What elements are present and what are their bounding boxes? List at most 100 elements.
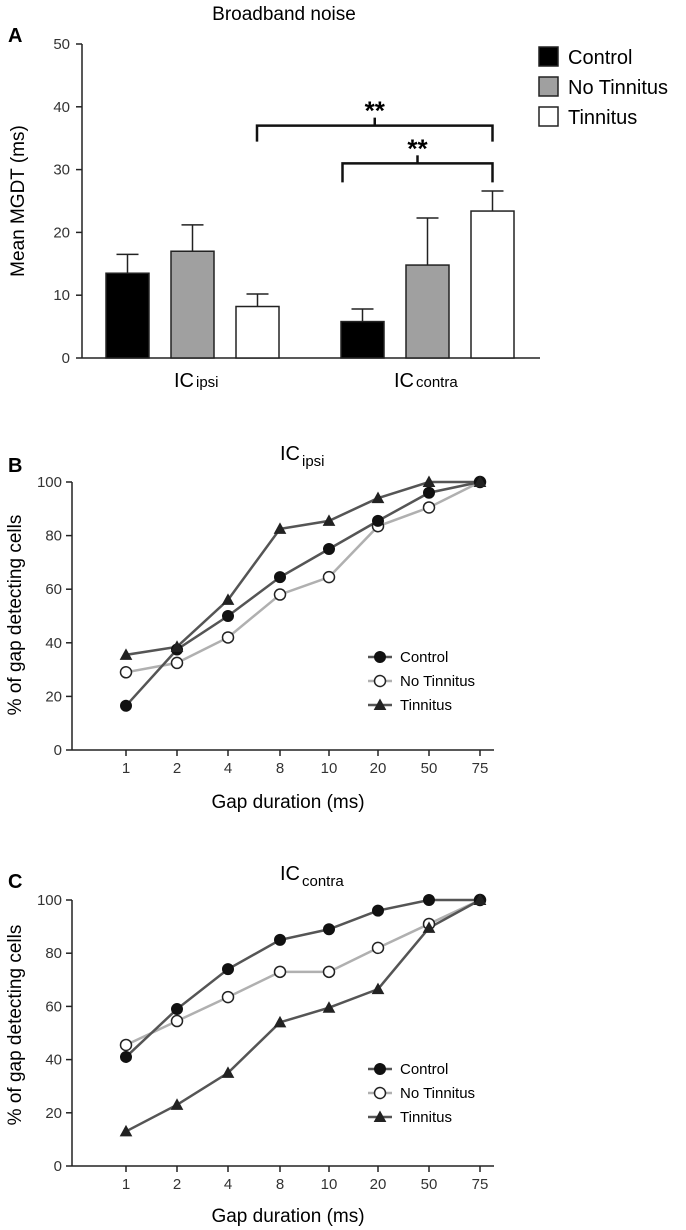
x-tick-label: 10 — [321, 1176, 338, 1193]
group-label-ic-ipsi-sub: ipsi — [196, 374, 219, 391]
legend-label: No Tinnitus — [400, 673, 475, 690]
bar — [340, 320, 385, 359]
data-point — [273, 1015, 287, 1028]
y-tick-label: 0 — [54, 1158, 62, 1175]
legend-marker — [373, 674, 387, 688]
chart-title-b-base: IC — [280, 443, 300, 465]
chart-title-c-base: IC — [280, 863, 300, 885]
group-label-ic-ipsi-base: IC — [174, 370, 194, 392]
x-tick-label: 50 — [421, 1176, 438, 1193]
panel-letter-c: C — [8, 871, 22, 893]
data-point — [119, 666, 133, 679]
data-point — [222, 963, 234, 976]
panel-c: C IC contra % of gap detecting cells Gap… — [5, 863, 494, 1227]
data-point — [120, 1050, 132, 1063]
bar — [105, 272, 150, 359]
series-line — [125, 480, 481, 674]
significance-label: ** — [407, 133, 428, 163]
data-point — [371, 941, 385, 955]
y-tick-label: 40 — [45, 635, 62, 652]
series-line — [125, 480, 480, 657]
data-point — [322, 570, 336, 584]
x-tick-label: 10 — [321, 760, 338, 777]
data-point — [323, 923, 335, 936]
series-line — [125, 898, 481, 1133]
data-point — [372, 514, 384, 527]
data-point — [273, 965, 287, 979]
x-tick-label: 75 — [472, 1176, 489, 1193]
series-line — [125, 480, 481, 707]
plot-area-c: 0 20 40 60 80 100 1 2 4 8 10 20 50 75 Control No Tinnit… — [37, 892, 488, 1193]
data-point — [273, 522, 287, 534]
panel-letter-a: A — [8, 25, 22, 47]
y-tick-label: 60 — [45, 998, 62, 1015]
data-point — [170, 1014, 184, 1028]
data-point — [274, 571, 286, 584]
legend-marker — [373, 1086, 387, 1100]
bar — [170, 250, 215, 359]
y-tick-group-a: 0 10 20 30 40 50 — [53, 36, 82, 367]
y-tick-label-a: 10 — [53, 287, 70, 304]
data-point — [221, 990, 235, 1004]
x-tick-label: 20 — [370, 1176, 387, 1193]
significance-bracket — [255, 124, 494, 142]
data-point — [170, 640, 184, 652]
significance-label: ** — [365, 96, 386, 126]
x-axis-label-b: Gap duration (ms) — [211, 792, 364, 813]
y-tick-label: 100 — [37, 474, 62, 491]
legend-swatch — [538, 46, 559, 67]
legend-marker — [373, 1110, 387, 1122]
y-tick-label: 20 — [45, 688, 62, 705]
data-point — [273, 588, 287, 601]
series-line — [125, 898, 480, 1058]
x-tick-label: 1 — [122, 760, 130, 777]
data-point — [221, 593, 235, 605]
bar — [235, 305, 280, 359]
series-line — [125, 898, 481, 1047]
y-axis-label-b: % of gap detecting cells — [5, 515, 26, 716]
x-tick-label: 8 — [276, 1176, 284, 1193]
data-point — [322, 514, 336, 526]
data-point — [473, 893, 487, 905]
x-tick-label: 75 — [472, 760, 489, 777]
data-point — [322, 965, 336, 979]
data-point — [222, 610, 234, 622]
legend-marker — [373, 698, 387, 710]
x-tick-label: 20 — [370, 760, 387, 777]
bar-group-a — [105, 190, 515, 359]
data-point — [422, 475, 436, 487]
data-point — [322, 1001, 336, 1013]
data-point — [372, 904, 384, 917]
x-tick-label: 4 — [224, 1176, 232, 1193]
y-tick-label: 60 — [45, 581, 62, 598]
x-tick-label: 1 — [122, 1176, 130, 1193]
y-axis-label-a: Mean MGDT (ms) — [8, 125, 29, 277]
legend-marker — [374, 651, 386, 663]
y-tick-label: 20 — [45, 1105, 62, 1122]
y-tick-label-a: 50 — [53, 36, 70, 53]
chart-title-c-sub: contra — [302, 873, 344, 890]
data-point — [119, 1038, 133, 1052]
x-tick-label: 2 — [173, 760, 181, 777]
group-label-ic-contra-base: IC — [394, 370, 414, 392]
x-tick-label: 8 — [276, 760, 284, 777]
y-tick-label: 80 — [45, 528, 62, 545]
legend-swatch — [538, 106, 559, 127]
data-point — [221, 631, 235, 644]
data-point — [170, 1098, 184, 1110]
data-point — [423, 486, 435, 499]
y-tick-label: 0 — [54, 742, 62, 759]
data-point — [422, 921, 436, 933]
panel-b: B IC ipsi % of gap detecting cells Gap d… — [5, 443, 494, 813]
x-axis-label-c: Gap duration (ms) — [211, 1206, 364, 1227]
x-tick-label: 2 — [173, 1176, 181, 1193]
x-tick-label: 50 — [421, 760, 438, 777]
plot-area-b: 0 20 40 60 80 100 1 2 4 8 10 20 50 75 Control No Tinnit… — [37, 474, 488, 777]
y-tick-label-a: 20 — [53, 224, 70, 241]
legend-label: Control — [568, 47, 632, 69]
legend-a: Control No Tinnitus Tinnitus — [538, 46, 668, 129]
bar — [470, 210, 515, 359]
data-point — [120, 699, 132, 712]
data-point — [221, 1066, 235, 1078]
